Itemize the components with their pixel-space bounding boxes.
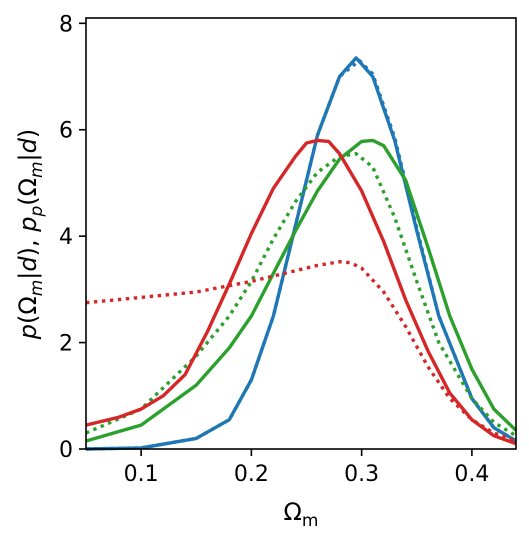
- series-line-3: [85, 138, 518, 443]
- x-tick-label: 0.1: [124, 462, 159, 487]
- y-tick-label: 6: [59, 119, 73, 144]
- axes: [85, 17, 517, 450]
- series-layer: [85, 56, 518, 451]
- x-tick-label: 0.3: [344, 462, 379, 487]
- series-line-1: [85, 56, 517, 451]
- x-tick-label: 0.4: [454, 462, 489, 487]
- y-tick-label: 4: [59, 225, 73, 250]
- y-tick-label: 2: [59, 332, 73, 357]
- y-axis-label: p(Ωm|d), pp(Ωm|d): [14, 129, 47, 340]
- x-axis-label: Ωm: [284, 498, 319, 531]
- x-tick-label: 0.2: [234, 462, 269, 487]
- series-line-5: [85, 138, 517, 446]
- ticks: 0.1 0.2 0.3 0.4 0 2 4 6 8: [59, 12, 489, 487]
- y-tick-label: 8: [59, 12, 73, 37]
- series-line-6: [85, 260, 517, 443]
- plot-frame: [85, 17, 517, 450]
- series-line-2: [85, 58, 517, 451]
- y-tick-label: 0: [59, 438, 73, 463]
